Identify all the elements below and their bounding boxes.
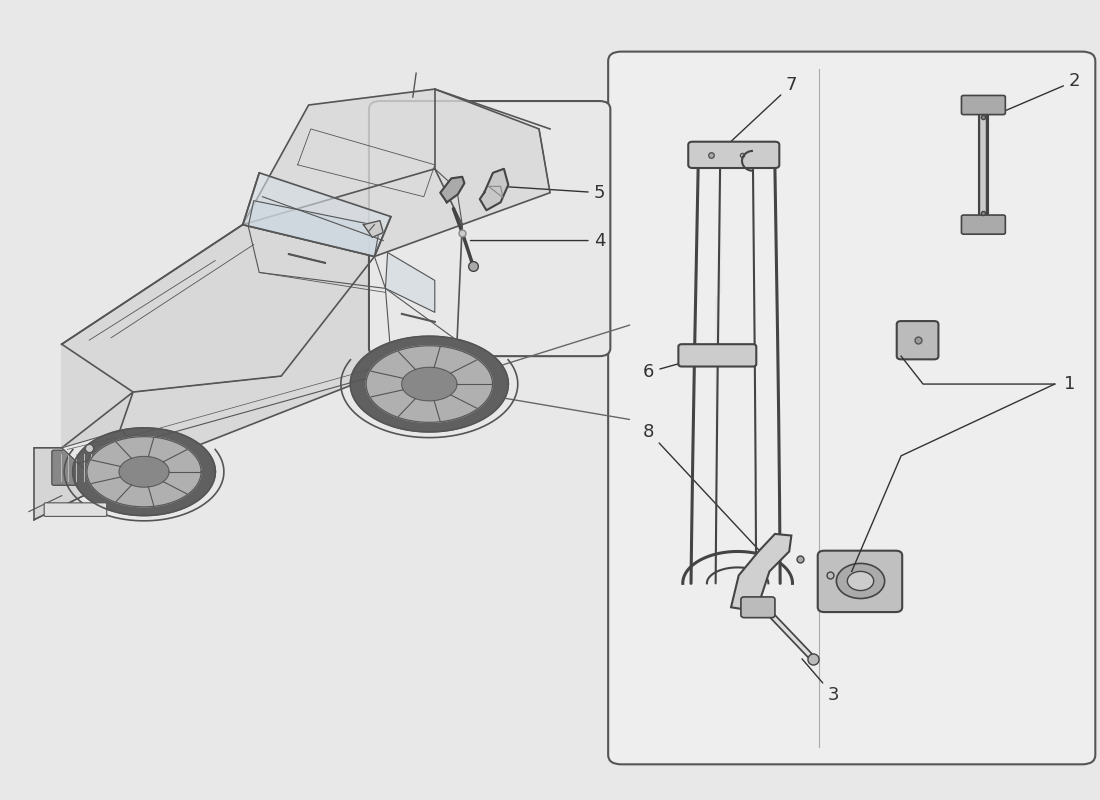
Polygon shape bbox=[243, 173, 390, 257]
Text: 7: 7 bbox=[727, 76, 798, 145]
Polygon shape bbox=[480, 169, 508, 210]
Polygon shape bbox=[732, 534, 791, 611]
Polygon shape bbox=[350, 336, 508, 432]
FancyBboxPatch shape bbox=[896, 321, 938, 359]
Polygon shape bbox=[62, 430, 133, 464]
Polygon shape bbox=[62, 169, 462, 456]
FancyBboxPatch shape bbox=[961, 215, 1005, 234]
Polygon shape bbox=[87, 437, 201, 507]
Polygon shape bbox=[366, 346, 493, 422]
FancyBboxPatch shape bbox=[52, 450, 109, 486]
Text: 5: 5 bbox=[504, 184, 605, 202]
Polygon shape bbox=[119, 457, 169, 487]
Polygon shape bbox=[385, 253, 435, 312]
Polygon shape bbox=[440, 177, 464, 202]
Polygon shape bbox=[73, 428, 216, 515]
Text: 6: 6 bbox=[644, 354, 712, 381]
Text: 4: 4 bbox=[471, 231, 605, 250]
FancyBboxPatch shape bbox=[368, 101, 610, 356]
Polygon shape bbox=[402, 367, 456, 401]
Circle shape bbox=[836, 563, 884, 598]
Circle shape bbox=[847, 571, 873, 590]
FancyBboxPatch shape bbox=[741, 597, 774, 618]
Text: 8: 8 bbox=[644, 423, 762, 554]
Polygon shape bbox=[62, 225, 374, 392]
Text: 3: 3 bbox=[802, 659, 839, 704]
Polygon shape bbox=[34, 392, 133, 519]
FancyBboxPatch shape bbox=[44, 503, 107, 516]
Text: 1: 1 bbox=[1064, 375, 1075, 393]
Polygon shape bbox=[363, 221, 383, 238]
FancyBboxPatch shape bbox=[608, 52, 1096, 764]
FancyBboxPatch shape bbox=[961, 95, 1005, 114]
Text: 2: 2 bbox=[1002, 72, 1080, 112]
Polygon shape bbox=[249, 201, 380, 257]
FancyBboxPatch shape bbox=[689, 142, 779, 168]
FancyBboxPatch shape bbox=[817, 550, 902, 612]
Polygon shape bbox=[243, 89, 550, 257]
FancyBboxPatch shape bbox=[679, 344, 757, 366]
